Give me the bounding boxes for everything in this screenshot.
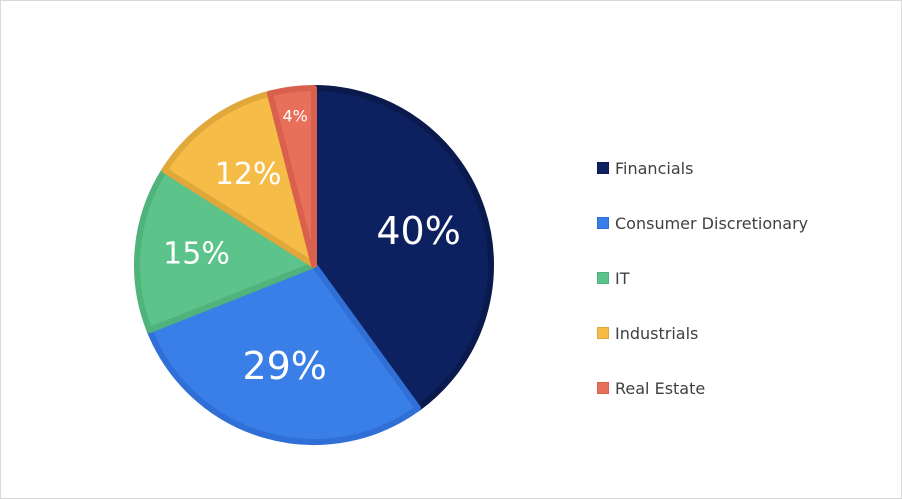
legend-swatch-it [597, 272, 609, 284]
legend-label-financials: Financials [615, 158, 694, 178]
pie-label-real-estate: 4% [283, 107, 308, 126]
pie-slice-real-estate [266, 85, 317, 268]
legend-swatch-financials [597, 162, 609, 174]
legend-item-real-estate: Real Estate [597, 376, 808, 400]
legend-item-industrials: Industrials [597, 321, 808, 345]
legend-label-it: IT [615, 268, 630, 288]
pie-slice-financials [311, 85, 494, 412]
pie-label-it: 15% [163, 236, 230, 271]
legend-swatch-consumer-discretionary [597, 217, 609, 229]
legend-label-industrials: Industrials [615, 323, 699, 343]
pie-slice-industrials [161, 90, 317, 268]
pie-value-labels: 40% 29% 15% 12% 4% [163, 107, 461, 388]
pie-label-financials: 40% [376, 209, 460, 253]
legend-label-consumer-discretionary: Consumer Discretionary [615, 213, 809, 233]
pie-slice-it [134, 167, 317, 334]
legend-swatch-industrials [597, 327, 609, 339]
legend-item-it: IT [597, 266, 808, 290]
legend-item-consumer-discretionary: Consumer Discretionary [597, 211, 808, 235]
pie-label-industrials: 12% [215, 157, 282, 192]
pie-slice-consumer-discretionary [146, 262, 422, 445]
chart-legend: Financials Consumer Discretionary IT Ind… [597, 156, 808, 431]
pie-slices [134, 85, 494, 445]
legend-label-real-estate: Real Estate [615, 378, 706, 398]
legend-item-financials: Financials [597, 156, 808, 180]
legend-swatch-real-estate [597, 382, 609, 394]
pie-label-consumer-discretionary: 29% [242, 344, 326, 388]
